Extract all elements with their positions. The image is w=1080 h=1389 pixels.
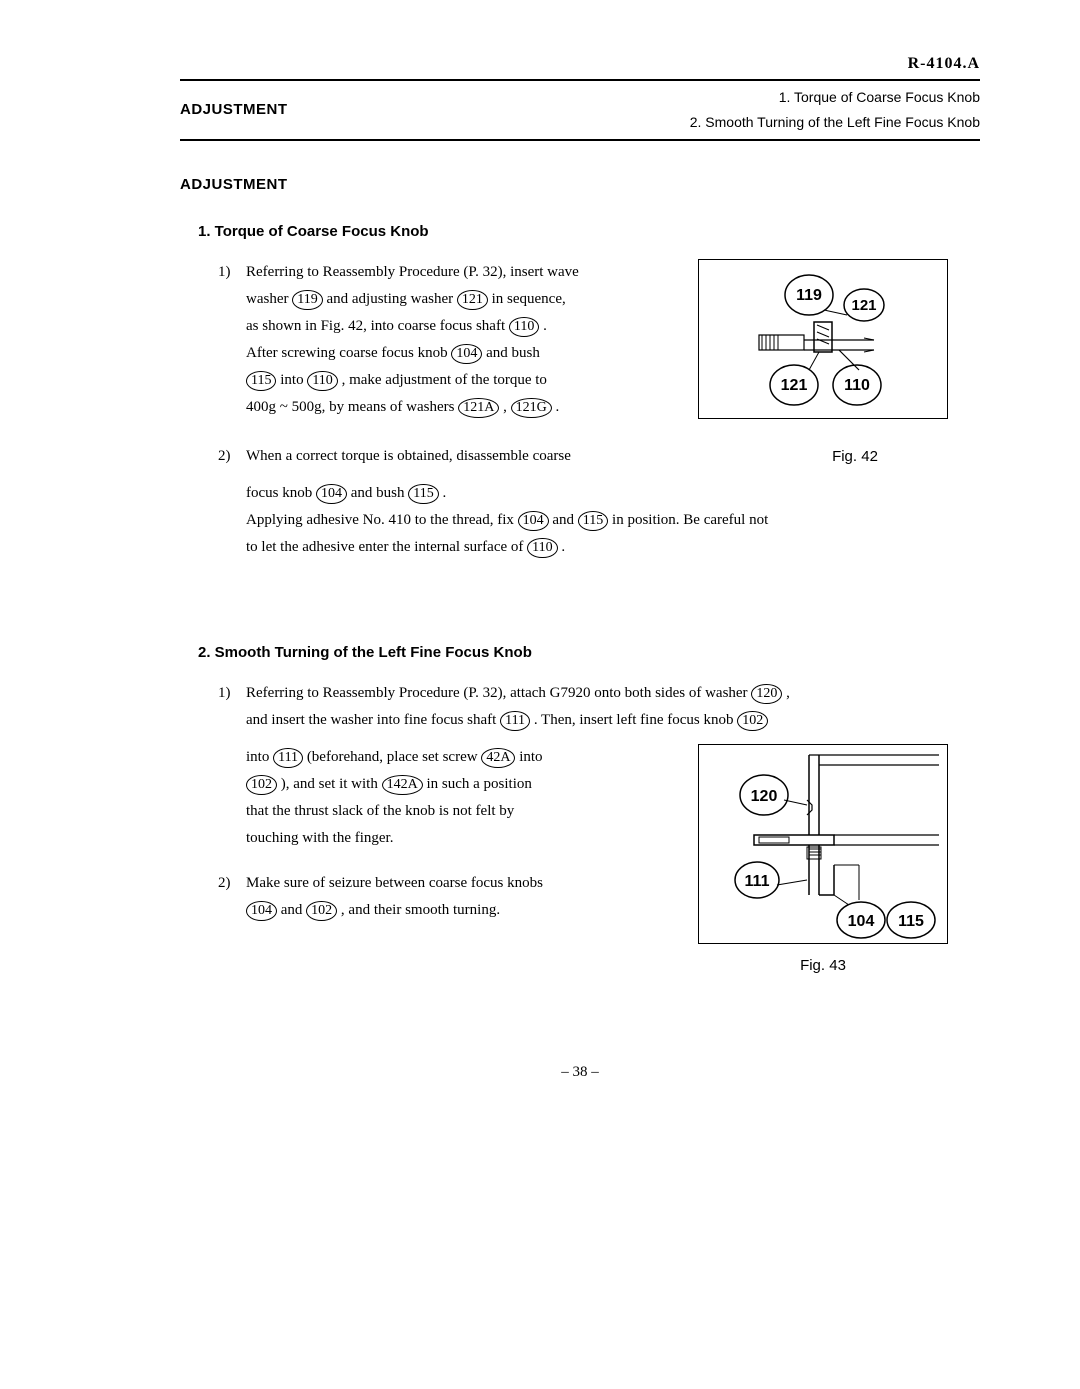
ref-110: 110 <box>307 371 337 391</box>
text: , <box>499 399 510 415</box>
figure-42-container: 119 121 121 110 <box>698 259 948 419</box>
fig43-label-115: 115 <box>898 913 924 930</box>
text: Make sure of seizure between coarse focu… <box>246 875 543 891</box>
ref-104: 104 <box>518 511 549 531</box>
ref-110: 110 <box>509 317 539 337</box>
s2-item1-text: Referring to Reassembly Procedure (P. 32… <box>246 680 980 734</box>
ref-104: 104 <box>246 901 277 921</box>
s2-item1-cont: into 111 (beforehand, place set screw 42… <box>246 744 678 852</box>
s2-item2-text: Make sure of seizure between coarse focu… <box>246 870 678 924</box>
text: and insert the washer into fine focus sh… <box>246 712 500 728</box>
section-title: ADJUSTMENT <box>180 171 980 198</box>
figure-42: 119 121 121 110 <box>698 259 948 419</box>
ref-102: 102 <box>737 711 768 731</box>
ref-104: 104 <box>316 484 347 504</box>
text: When a correct torque is obtained, disas… <box>246 448 571 464</box>
ref-120: 120 <box>751 684 782 704</box>
fig43-label-104: 104 <box>848 913 875 930</box>
text: as shown in Fig. 42, into coarse focus s… <box>246 318 509 334</box>
text: and adjusting washer <box>323 291 457 307</box>
text: in such a position <box>423 776 532 792</box>
ref-121G: 121G <box>511 398 552 418</box>
text: . <box>552 399 560 415</box>
text: that the thrust slack of the knob is not… <box>246 803 514 819</box>
ref-111: 111 <box>273 748 303 768</box>
fig43-label-111: 111 <box>745 873 770 890</box>
header-right-line1: 1. Torque of Coarse Focus Knob <box>690 85 980 110</box>
ref-121: 121 <box>457 290 488 310</box>
ref-121A: 121A <box>458 398 499 418</box>
subsection-1-body: 1) Referring to Reassembly Procedure (P.… <box>218 259 980 561</box>
ref-142A: 142A <box>382 775 423 795</box>
text: Applying adhesive No. 410 to the thread,… <box>246 512 518 528</box>
s1-item2-cont: focus knob 104 and bush 115 . Applying a… <box>246 480 980 561</box>
figure-43-svg: 120 111 <box>699 745 949 945</box>
fig-42-caption: Fig. 42 <box>730 443 980 470</box>
page-number: – 38 – <box>180 1059 980 1086</box>
s1-item1-text: Referring to Reassembly Procedure (P. 32… <box>246 259 678 421</box>
text: . Then, insert left fine focus knob <box>530 712 737 728</box>
ref-115: 115 <box>578 511 608 531</box>
ref-102: 102 <box>246 775 277 795</box>
text: and <box>549 512 578 528</box>
document-id: R-4104.A <box>180 50 980 79</box>
fig42-label-121a: 121 <box>851 297 876 314</box>
text: , <box>782 685 790 701</box>
subsection-1-title: 1. Torque of Coarse Focus Knob <box>198 218 980 245</box>
header-left: ADJUSTMENT <box>180 96 288 123</box>
subsection-2-body: 1) Referring to Reassembly Procedure (P.… <box>218 680 980 979</box>
ref-119: 119 <box>292 290 322 310</box>
fig42-label-119: 119 <box>796 287 822 304</box>
fig43-label-120: 120 <box>751 788 778 805</box>
figure-43: 120 111 <box>698 744 948 944</box>
text: . <box>439 485 447 501</box>
text: into <box>515 749 542 765</box>
text: 400g ~ 500g, by means of washers <box>246 399 458 415</box>
ref-104: 104 <box>451 344 482 364</box>
fig-43-caption: Fig. 43 <box>698 952 948 979</box>
text: Referring to Reassembly Procedure (P. 32… <box>246 264 579 280</box>
item-number: 2) <box>218 443 246 470</box>
text: focus knob <box>246 485 316 501</box>
text: , make adjustment of the torque to <box>338 372 547 388</box>
text: . <box>558 539 566 555</box>
text: and bush <box>482 345 540 361</box>
text: into <box>246 749 273 765</box>
item-number: 2) <box>218 870 246 924</box>
s1-item2-text: When a correct torque is obtained, disas… <box>246 443 710 470</box>
text: and bush <box>347 485 408 501</box>
text: ), and set it with <box>277 776 382 792</box>
ref-115: 115 <box>246 371 276 391</box>
ref-111: 111 <box>500 711 530 731</box>
text: in sequence, <box>488 291 566 307</box>
text: touching with the finger. <box>246 830 393 846</box>
text: After screwing coarse focus knob <box>246 345 451 361</box>
text: (beforehand, place set screw <box>303 749 481 765</box>
item-number: 1) <box>218 259 246 421</box>
text: Referring to Reassembly Procedure (P. 32… <box>246 685 751 701</box>
figure-42-svg: 119 121 121 110 <box>699 260 949 420</box>
item-number: 1) <box>218 680 246 734</box>
fig42-label-110: 110 <box>844 377 870 394</box>
header-right-line2: 2. Smooth Turning of the Left Fine Focus… <box>690 110 980 135</box>
ref-102: 102 <box>306 901 337 921</box>
subsection-2-title: 2. Smooth Turning of the Left Fine Focus… <box>198 639 980 666</box>
text: . <box>539 318 547 334</box>
text: to let the adhesive enter the internal s… <box>246 539 527 555</box>
text: washer <box>246 291 292 307</box>
header-bar: ADJUSTMENT 1. Torque of Coarse Focus Kno… <box>180 79 980 141</box>
ref-115: 115 <box>408 484 438 504</box>
text: and <box>277 902 306 918</box>
text: in position. Be careful not <box>608 512 768 528</box>
text: , and their smooth turning. <box>337 902 500 918</box>
text: into <box>276 372 307 388</box>
header-right: 1. Torque of Coarse Focus Knob 2. Smooth… <box>690 85 980 135</box>
ref-110: 110 <box>527 538 557 558</box>
figure-43-container: 120 111 <box>698 744 948 979</box>
fig42-label-121b: 121 <box>781 377 808 394</box>
ref-42A: 42A <box>481 748 515 768</box>
